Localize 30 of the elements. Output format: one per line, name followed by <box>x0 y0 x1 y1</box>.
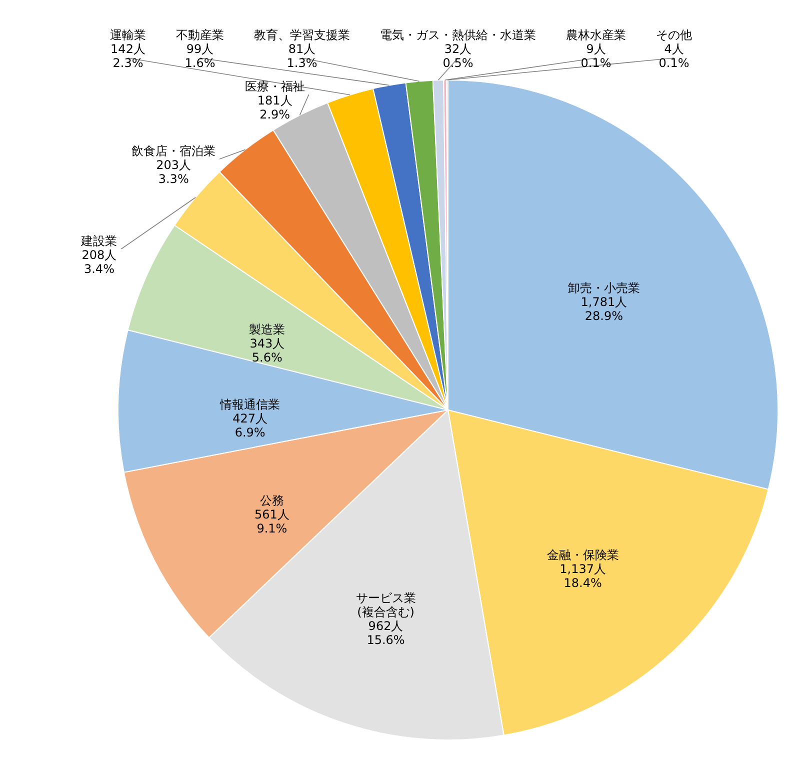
slice-label: サービス業 (複合含む) <box>356 590 416 619</box>
data-label: 99人 1.6% <box>184 42 216 70</box>
slice-label: 農林水産業 <box>566 28 626 42</box>
data-label: 81人 1.3% <box>286 42 318 70</box>
data-label: 142人 2.3% <box>110 42 146 70</box>
slice-label: 製造業 <box>249 322 286 336</box>
data-label: 1,137人 18.4% <box>560 562 606 590</box>
slice-label: 医療・福祉 <box>244 79 305 94</box>
slice-label: 情報通信業 <box>219 398 280 412</box>
slice-label: 卸売・小売業 <box>568 280 640 295</box>
slice-label: 電気・ガス・熱供給・水道業 <box>380 28 536 42</box>
slice-label: 不動産業 <box>176 28 224 42</box>
data-label: 203人 3.3% <box>156 158 192 186</box>
slice-label: 運輸業 <box>110 28 146 42</box>
data-label: 9人 0.1% <box>580 42 612 70</box>
data-label: 962人 15.6% <box>366 618 405 647</box>
data-label: 427人 6.9% <box>232 412 268 440</box>
data-label: 208人 3.4% <box>82 248 117 276</box>
data-label: 4人 0.1% <box>658 42 690 70</box>
slice-label: 建設業 <box>80 234 118 248</box>
slice-label: 公務 <box>260 494 284 508</box>
slice-label: その他 <box>656 28 692 42</box>
slice-label: 飲食店・宿泊業 <box>132 144 216 158</box>
data-label: 343人 5.6% <box>250 336 285 364</box>
data-label: 32人 0.5% <box>442 42 474 70</box>
slice-label: 金融・保険業 <box>546 548 619 562</box>
data-label: 561人 9.1% <box>254 508 290 536</box>
data-label: 1,781人 28.9% <box>580 294 628 323</box>
slice-label: 教育、学習支援業 <box>254 28 350 42</box>
data-label: 181人 2.9% <box>257 93 292 122</box>
